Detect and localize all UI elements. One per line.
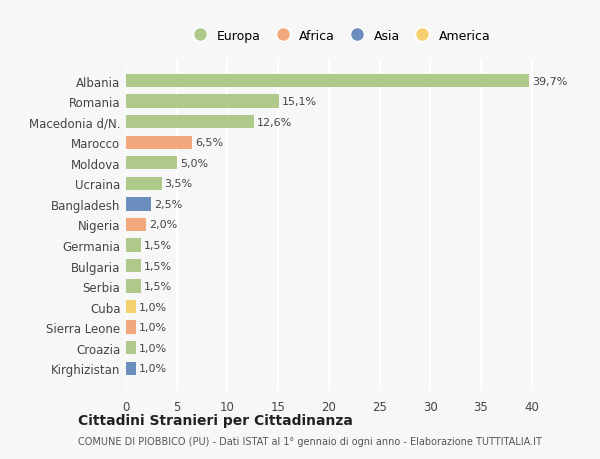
Text: 6,5%: 6,5% [195, 138, 223, 148]
Bar [126, 362, 136, 375]
Text: 12,6%: 12,6% [257, 118, 292, 127]
Text: 1,0%: 1,0% [139, 323, 167, 332]
Bar [126, 259, 141, 273]
Text: 1,0%: 1,0% [139, 302, 167, 312]
Text: 15,1%: 15,1% [282, 97, 317, 107]
Text: 3,5%: 3,5% [164, 179, 193, 189]
Text: 1,5%: 1,5% [144, 261, 172, 271]
Bar [126, 75, 529, 88]
Text: 1,0%: 1,0% [139, 364, 167, 374]
Text: COMUNE DI PIOBBICO (PU) - Dati ISTAT al 1° gennaio di ogni anno - Elaborazione T: COMUNE DI PIOBBICO (PU) - Dati ISTAT al … [78, 437, 542, 446]
Bar [126, 280, 141, 293]
Text: 1,5%: 1,5% [144, 281, 172, 291]
Bar [126, 116, 254, 129]
Bar [126, 341, 136, 355]
Legend: Europa, Africa, Asia, America: Europa, Africa, Asia, America [188, 29, 490, 43]
Text: Cittadini Stranieri per Cittadinanza: Cittadini Stranieri per Cittadinanza [78, 414, 353, 428]
Bar [126, 157, 177, 170]
Bar [126, 300, 136, 313]
Bar [126, 198, 151, 211]
Text: 2,0%: 2,0% [149, 220, 178, 230]
Text: 1,0%: 1,0% [139, 343, 167, 353]
Bar [126, 136, 192, 150]
Bar [126, 218, 146, 232]
Text: 5,0%: 5,0% [180, 158, 208, 168]
Bar [126, 177, 161, 190]
Text: 1,5%: 1,5% [144, 241, 172, 251]
Bar [126, 95, 279, 108]
Bar [126, 239, 141, 252]
Text: 39,7%: 39,7% [532, 76, 567, 86]
Text: 2,5%: 2,5% [154, 199, 182, 209]
Bar [126, 321, 136, 334]
